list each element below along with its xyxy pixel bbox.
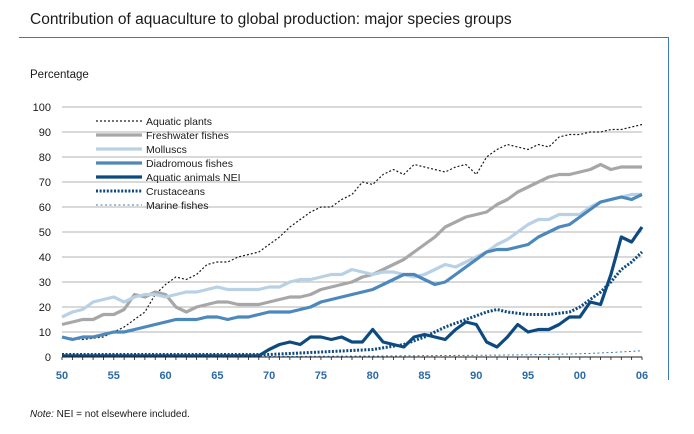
- x-tick-label-65: 65: [211, 370, 223, 382]
- y-tick-label-80: 80: [39, 152, 51, 164]
- note-text: NEI = not elsewhere included.: [53, 409, 190, 420]
- x-tick-label-95: 95: [522, 370, 534, 382]
- y-tick-label-10: 10: [39, 327, 51, 339]
- legend-label-diadromous-fishes: Diadromous fishes: [146, 158, 233, 170]
- legend-label-crustaceans: Crustaceans: [146, 186, 205, 198]
- x-tick-label-60: 60: [159, 370, 171, 382]
- x-tick-label-85: 85: [418, 370, 430, 382]
- chart-frame: [19, 37, 669, 380]
- footnote: Note: NEI = not elsewhere included.: [30, 409, 190, 420]
- y-axis-label: Percentage: [30, 69, 89, 81]
- legend-label-molluscs: Molluscs: [146, 144, 187, 156]
- x-tick-label-50: 50: [56, 370, 68, 382]
- x-tick-label-80: 80: [367, 370, 379, 382]
- y-tick-label-30: 30: [39, 277, 51, 289]
- y-tick-label-20: 20: [39, 302, 51, 314]
- x-tick-label-55: 55: [108, 370, 120, 382]
- series-line-aquatic-plants: [61, 123, 643, 341]
- series-line-marine-fishes: [62, 350, 643, 358]
- legend-label-aquatic-animals-nei: Aquatic animals NEI: [146, 172, 241, 184]
- y-tick-label-0: 0: [45, 352, 51, 364]
- x-tick-label-06: 06: [636, 370, 648, 382]
- x-tick-label-70: 70: [263, 370, 275, 382]
- series-line-crustaceans: [62, 250, 644, 356]
- series-line-freshwater-fishes: [61, 162, 642, 327]
- series-lines: [61, 123, 644, 358]
- y-tick-label-70: 70: [39, 177, 51, 189]
- x-tick-label-00: 00: [574, 370, 586, 382]
- page-title: Contribution of aquaculture to global pr…: [30, 11, 512, 28]
- legend-label-freshwater-fishes: Freshwater fishes: [146, 130, 229, 142]
- legend-label-aquatic-plants: Aquatic plants: [146, 116, 212, 128]
- series-line-aquatic-animals-nei: [62, 226, 644, 358]
- y-tick-label-50: 50: [39, 227, 51, 239]
- series-line-molluscs: [61, 192, 642, 319]
- note-prefix: Note:: [30, 409, 54, 420]
- y-tick-label-40: 40: [39, 252, 51, 264]
- series-line-diadromous-fishes: [61, 193, 643, 342]
- axes: 0 10 20 30 40 50 60 70 80 90 100 50 55 60 65 70 75 80 85 90…: [33, 102, 648, 382]
- y-tick-label-90: 90: [39, 127, 51, 139]
- y-tick-label-100: 100: [33, 102, 51, 114]
- y-tick-label-60: 60: [39, 202, 51, 214]
- x-tick-label-90: 90: [470, 370, 482, 382]
- legend: Aquatic plants Freshwater fishes Molluscs D…: [96, 116, 241, 212]
- x-tick-label-75: 75: [315, 370, 327, 382]
- gridlines: [62, 106, 642, 333]
- legend-label-marine-fishes: Marine fishes: [146, 200, 208, 212]
